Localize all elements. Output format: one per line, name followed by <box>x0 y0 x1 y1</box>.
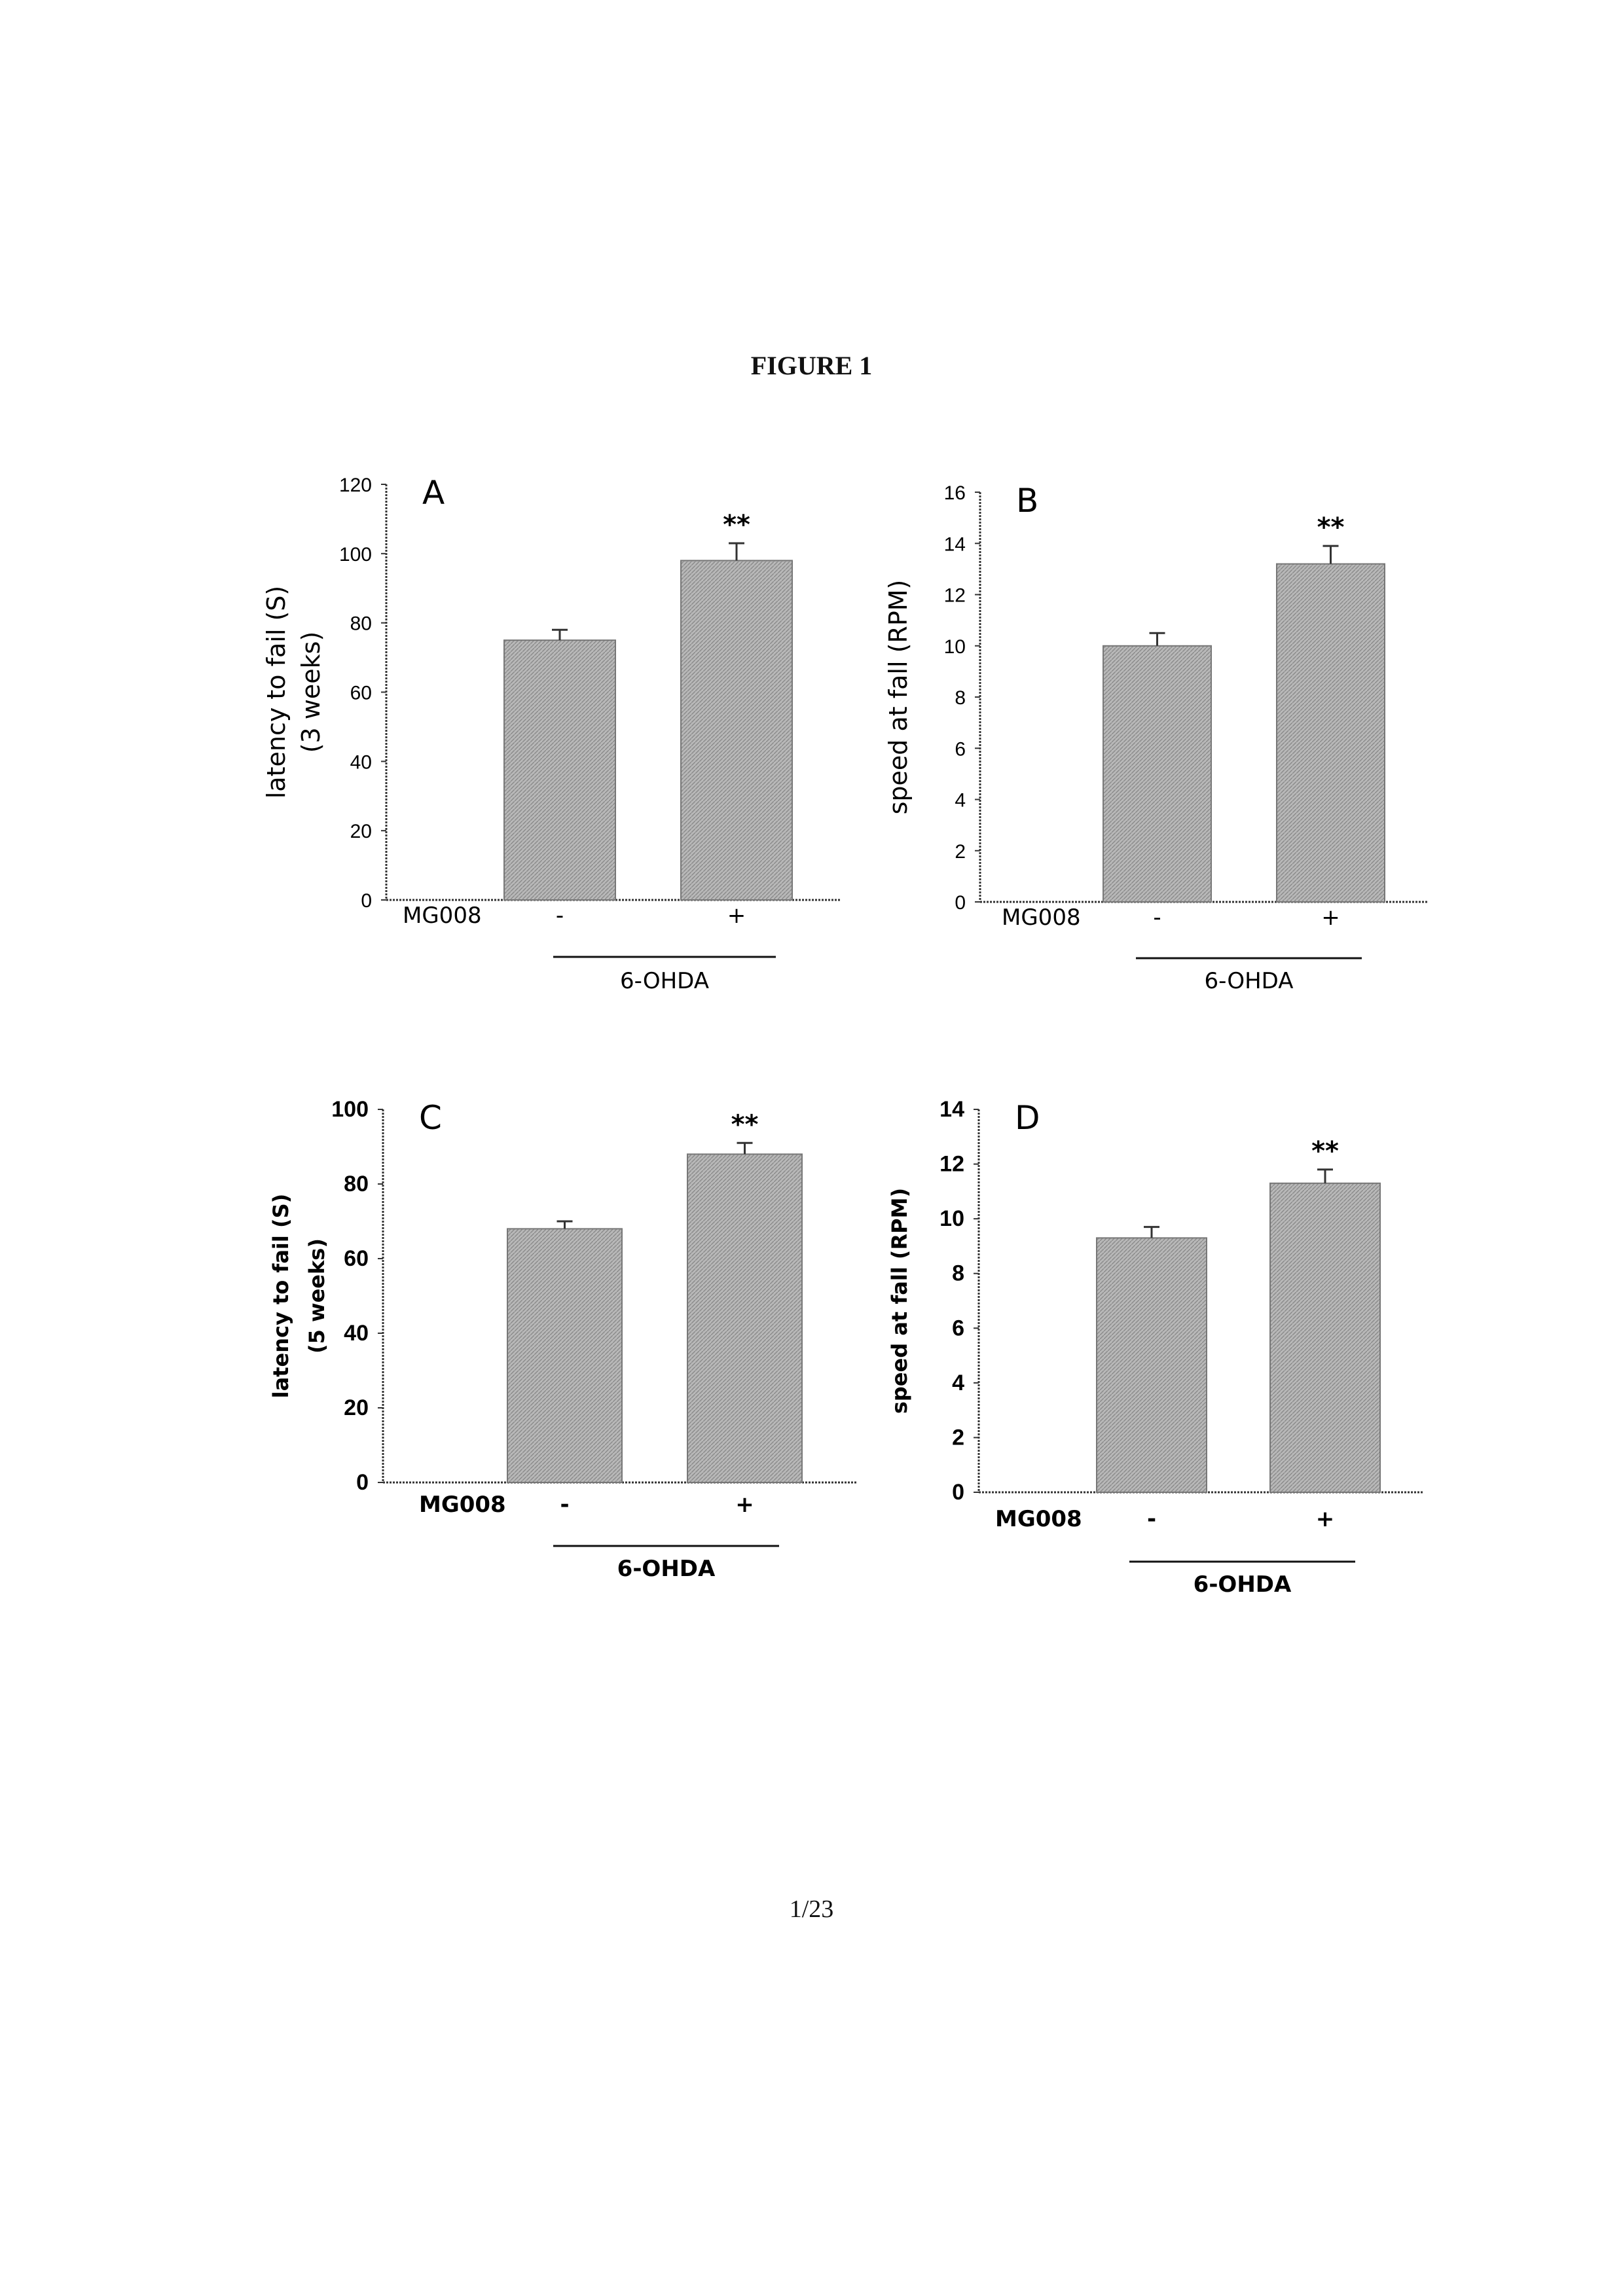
y-tick-label: 12 <box>939 1152 964 1177</box>
category-label: - <box>1147 1506 1156 1532</box>
group-label: 6-OHDA <box>1194 1571 1292 1598</box>
category-label: + <box>1316 1506 1335 1532</box>
bar <box>1270 1183 1380 1492</box>
y-tick-label: 14 <box>939 1097 964 1122</box>
page-number: 1/23 <box>0 1895 1623 1924</box>
bar <box>1097 1238 1207 1492</box>
y-tick-label: 6 <box>952 1316 964 1340</box>
y-tick-label: 4 <box>952 1371 964 1395</box>
y-axis-label: speed at fall (RPM) <box>887 1188 912 1414</box>
significance-marker: ** <box>1311 1136 1339 1166</box>
y-tick-label: 8 <box>952 1261 964 1286</box>
y-tick-label: 0 <box>952 1480 964 1505</box>
row-label: MG008 <box>995 1506 1082 1532</box>
y-tick-label: 10 <box>939 1206 964 1231</box>
y-tick-label: 2 <box>952 1425 964 1450</box>
panel-label: D <box>1015 1099 1040 1137</box>
